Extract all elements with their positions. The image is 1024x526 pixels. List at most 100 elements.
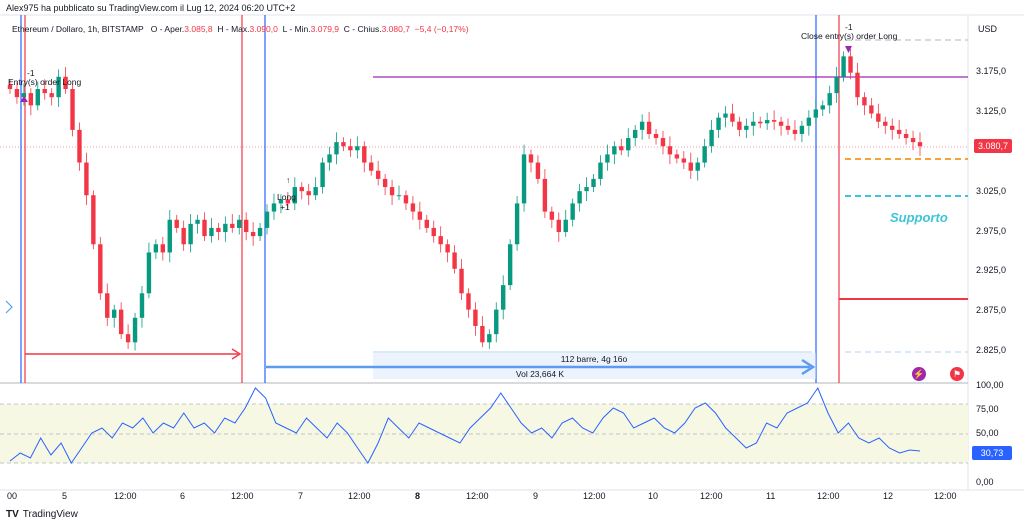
candle-body xyxy=(202,219,207,237)
candle-body xyxy=(605,154,610,163)
candle-body xyxy=(341,142,346,147)
candle-body xyxy=(535,162,541,179)
rsi-band xyxy=(0,404,968,463)
candle-body xyxy=(806,117,812,126)
open-value: 3.085,8 xyxy=(184,24,213,34)
long-arrow-icon: ↑ xyxy=(286,175,290,185)
candle-body xyxy=(619,146,624,151)
candle-body xyxy=(35,89,40,106)
candle-body xyxy=(111,309,117,318)
candle-body xyxy=(243,219,249,233)
candle-body xyxy=(118,309,124,335)
currency-label: USD xyxy=(978,24,998,34)
symbol-name: Ethereum / Dollaro, 1h, BITSTAMP xyxy=(12,24,144,34)
high-value: 3.090,0 xyxy=(249,24,278,34)
flag-icon[interactable]: ⚑ xyxy=(950,367,964,381)
svg-text:12:00: 12:00 xyxy=(817,491,840,501)
svg-text:50,00: 50,00 xyxy=(976,428,999,438)
svg-text:5: 5 xyxy=(62,491,67,501)
candle-body xyxy=(903,133,909,139)
candle-body xyxy=(237,219,242,228)
candle-body xyxy=(132,317,138,343)
support-label: Supporto xyxy=(890,210,948,225)
candle-body xyxy=(445,244,450,253)
footer-label: TradingView xyxy=(22,509,78,520)
svg-text:2.975,0: 2.975,0 xyxy=(976,226,1006,236)
candle-body xyxy=(910,138,916,143)
left-arrow-icon xyxy=(5,300,13,314)
range-bars-label: 112 barre, 4g 16o xyxy=(561,354,628,364)
lightning-icon[interactable]: ⚡ xyxy=(912,367,926,381)
svg-text:75,00: 75,00 xyxy=(976,404,999,414)
candle-body xyxy=(257,227,263,237)
candle-body xyxy=(737,121,742,130)
rsi-line xyxy=(9,386,921,464)
svg-text:2.825,0: 2.825,0 xyxy=(976,345,1006,355)
candle-body xyxy=(744,125,749,130)
candle-body xyxy=(362,146,367,163)
candle-body xyxy=(473,309,478,326)
candle-body xyxy=(216,227,221,233)
candle-body xyxy=(764,120,770,124)
candle-body xyxy=(834,76,839,94)
candle-body xyxy=(452,252,457,269)
candle-body xyxy=(264,211,270,228)
candle-body xyxy=(501,285,506,310)
candle-body xyxy=(424,219,429,228)
candle-body xyxy=(223,223,228,233)
svg-text:12:00: 12:00 xyxy=(466,491,489,501)
candle-body xyxy=(584,187,589,192)
entry-order-label: Entry(s) order Long xyxy=(8,77,81,87)
candle-body xyxy=(521,154,527,204)
candle-body xyxy=(730,113,735,122)
candle-body xyxy=(862,97,867,106)
candle-body xyxy=(494,309,499,335)
candle-body xyxy=(667,146,673,155)
candle-body xyxy=(63,76,68,90)
candle-body xyxy=(459,268,464,294)
long-qty-label: +1 xyxy=(280,202,290,212)
candle-body xyxy=(549,211,555,220)
candle-body xyxy=(42,89,47,94)
svg-text:6: 6 xyxy=(180,491,185,501)
candle-body xyxy=(758,121,763,124)
candle-body xyxy=(278,199,284,204)
candle-body xyxy=(653,133,659,139)
candle-body xyxy=(125,334,131,343)
candle-body xyxy=(487,334,492,343)
svg-text:9: 9 xyxy=(533,491,538,501)
last-price-badge: 3.080,7 xyxy=(974,139,1012,153)
candle-body xyxy=(639,121,645,130)
entry-qty-label: -1 xyxy=(27,68,35,78)
candle-body xyxy=(563,219,568,233)
svg-text:2.925,0: 2.925,0 xyxy=(976,265,1006,275)
svg-text:2.875,0: 2.875,0 xyxy=(976,305,1006,315)
candle-body xyxy=(396,195,402,197)
svg-text:12:00: 12:00 xyxy=(934,491,957,501)
rsi-value-badge: 30,73 xyxy=(972,446,1012,460)
candle-body xyxy=(820,105,825,110)
rsi-axis: 100,00 75,00 50,00 0,00 xyxy=(976,380,1004,487)
candle-body xyxy=(167,219,172,253)
candle-body xyxy=(612,146,617,155)
candle-body xyxy=(77,129,82,163)
candle-body xyxy=(313,187,318,196)
rsi-group xyxy=(9,386,921,464)
candle-body xyxy=(382,178,388,188)
candle-body xyxy=(917,142,923,147)
change-value: −5,4 (−0,17%) xyxy=(414,24,469,34)
candle-body xyxy=(7,84,13,90)
svg-text:11: 11 xyxy=(766,491,775,501)
candle-body xyxy=(778,121,784,126)
candle-body xyxy=(403,195,409,204)
close-order-label: Close entry(s) order Long xyxy=(801,31,898,41)
svg-text:12: 12 xyxy=(883,491,893,501)
close-marker-icon xyxy=(845,46,852,53)
candle-body xyxy=(14,89,20,98)
candle-body xyxy=(883,121,888,126)
candle-body xyxy=(389,187,395,196)
candle-body xyxy=(466,293,471,310)
candle-body xyxy=(160,244,166,253)
low-value: 3.079,9 xyxy=(310,24,340,34)
